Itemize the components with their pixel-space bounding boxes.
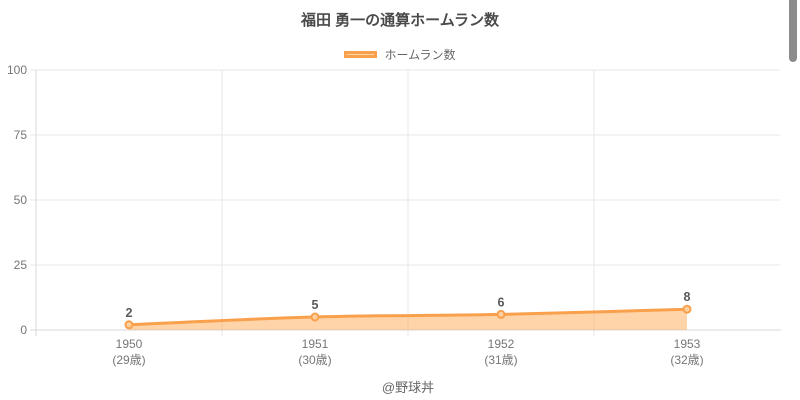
- y-tick-label: 100: [7, 63, 27, 77]
- x-tick-label-age: (31歳): [484, 353, 517, 367]
- gridlines: [30, 69, 780, 336]
- value-label: 8: [684, 290, 691, 304]
- data-point[interactable]: [310, 312, 320, 322]
- legend[interactable]: ホームラン数: [0, 46, 800, 63]
- x-tick-label-year: 1951: [302, 337, 329, 351]
- value-label: 2: [126, 306, 133, 320]
- series-line: [127, 307, 689, 327]
- data-point[interactable]: [682, 304, 692, 314]
- watermark-credit: @野球丼: [381, 380, 435, 395]
- value-labels: 2 5 6 8: [126, 290, 691, 320]
- y-tick-label: 50: [14, 193, 28, 207]
- x-tick-label-year: 1952: [488, 337, 515, 351]
- x-axis-labels: 1950 (29歳) 1951 (30歳) 1952 (31歳) 1953 (32歳): [112, 337, 703, 367]
- data-point[interactable]: [124, 320, 134, 330]
- y-tick-label: 0: [20, 323, 27, 337]
- chart-title: 福田 勇一の通算ホームラン数: [301, 12, 499, 29]
- value-label: 5: [312, 298, 319, 312]
- x-tick-label-age: (30歳): [298, 353, 331, 367]
- data-point[interactable]: [496, 309, 506, 319]
- y-tick-label: 25: [14, 258, 28, 272]
- value-label: 6: [498, 295, 505, 309]
- axes: [30, 70, 781, 336]
- y-tick-label: 75: [14, 128, 28, 142]
- legend-swatch-icon: [344, 51, 378, 58]
- x-tick-label-year: 1950: [116, 337, 143, 351]
- x-tick-label-age: (32歳): [670, 353, 703, 367]
- x-tick-label-age: (29歳): [112, 353, 145, 367]
- data-points[interactable]: [124, 304, 692, 330]
- legend-label: ホームラン数: [384, 48, 456, 62]
- x-tick-label-year: 1953: [674, 337, 701, 351]
- scrollbar-thumb[interactable]: [789, 0, 797, 62]
- y-axis-labels: 0 25 50 75 100: [7, 63, 27, 337]
